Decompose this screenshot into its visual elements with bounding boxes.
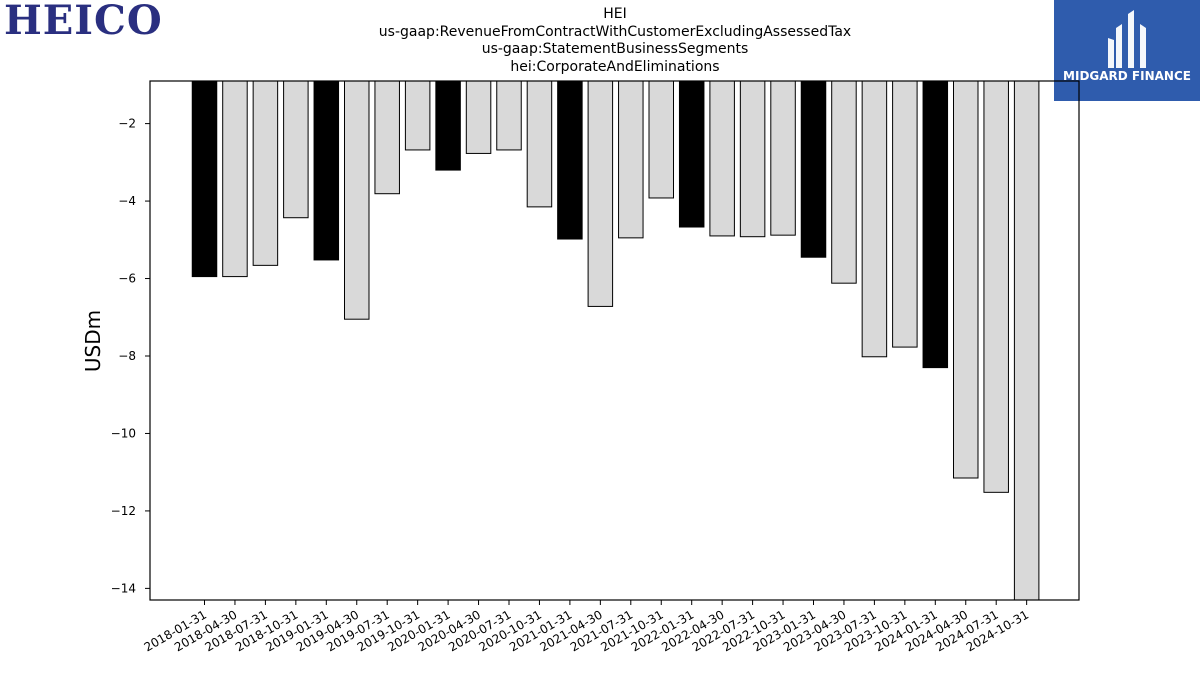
bar-2019-07-31 [374,80,400,195]
y-tick-label: −4 [118,194,136,208]
bar-2019-10-31 [404,80,431,151]
bar-2018-10-31 [283,80,309,219]
bar-2018-07-31 [252,80,279,266]
bar-2021-07-31 [618,80,644,239]
bar-2020-04-30 [465,80,492,154]
bar-2020-01-31 [435,80,461,171]
chart-title-line-2: us-gaap:RevenueFromContractWithCustomerE… [378,23,852,40]
heico-logo-text: HEICO [4,0,163,44]
bar-2018-04-30 [222,80,248,278]
bar-2019-04-30 [344,80,370,320]
bar-2023-01-31 [800,80,827,258]
bar-2022-07-31 [739,80,766,238]
midgard-emblem-icon [1108,10,1146,68]
bar-2022-04-30 [709,80,735,237]
chart-title-line-3: us-gaap:StatementBusinessSegments [481,41,749,57]
bar-2021-01-31 [557,80,583,240]
bar-2023-07-31 [861,80,888,358]
chart-title-line-1: HEI [603,6,627,22]
midgard-logo-text: MIDGARD FINANCE [1063,69,1191,83]
y-axis-label: USDm [81,310,105,372]
x-axis: 2018-01-312018-04-302018-07-312018-10-31… [142,600,1031,654]
y-tick-label: −8 [118,349,136,363]
bar-2023-04-30 [831,80,857,284]
bar-2024-01-31 [922,80,949,369]
y-tick-label: −6 [118,272,136,286]
y-tick-label: −2 [118,117,136,131]
bar-2022-10-31 [770,80,796,236]
bar-2021-10-31 [648,80,674,199]
bar-2020-10-31 [526,80,553,208]
y-tick-label: −14 [111,581,136,595]
bar-2023-10-31 [892,80,918,348]
midgard-finance-logo: MIDGARD FINANCE [1054,0,1200,101]
bar-2022-01-31 [678,80,705,228]
bar-2018-01-31 [191,80,218,278]
bar-2024-07-31 [983,80,1009,493]
y-tick-label: −12 [111,504,136,518]
heico-logo: HEICO [4,0,206,44]
bar-2020-07-31 [496,80,522,151]
y-axis: −2 −4 −6 −8 −10 −12 −14 [111,117,150,595]
chart-title-line-4: hei:CorporateAndEliminations [510,58,720,75]
y-tick-label: −10 [111,426,136,440]
bar-2024-04-30 [953,80,979,479]
bar-2021-04-30 [587,80,614,307]
bar-2024-10-31 [1013,80,1040,601]
bars-group [191,80,1040,601]
bar-2019-01-31 [313,80,340,261]
chart-title: HEI us-gaap:RevenueFromContractWithCusto… [300,6,930,76]
plot-frame [149,80,1080,601]
